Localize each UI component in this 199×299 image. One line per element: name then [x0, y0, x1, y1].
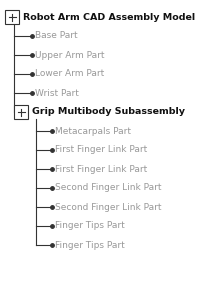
- Text: Robot Arm CAD Assembly Model: Robot Arm CAD Assembly Model: [23, 13, 195, 22]
- Text: Second Finger Link Part: Second Finger Link Part: [55, 184, 162, 193]
- Bar: [14, 105, 28, 119]
- Text: Lower Arm Part: Lower Arm Part: [35, 69, 104, 79]
- Text: Finger Tips Part: Finger Tips Part: [55, 240, 125, 249]
- Bar: [5, 10, 19, 24]
- Text: Upper Arm Part: Upper Arm Part: [35, 51, 104, 60]
- Text: Second Finger Link Part: Second Finger Link Part: [55, 202, 162, 211]
- Text: First Finger Link Part: First Finger Link Part: [55, 146, 147, 155]
- Text: Grip Multibody Subassembly: Grip Multibody Subassembly: [32, 108, 185, 117]
- Text: Finger Tips Part: Finger Tips Part: [55, 222, 125, 231]
- Text: First Finger Link Part: First Finger Link Part: [55, 164, 147, 173]
- Text: Wrist Part: Wrist Part: [35, 89, 79, 97]
- Text: Base Part: Base Part: [35, 31, 78, 40]
- Text: Metacarpals Part: Metacarpals Part: [55, 126, 131, 135]
